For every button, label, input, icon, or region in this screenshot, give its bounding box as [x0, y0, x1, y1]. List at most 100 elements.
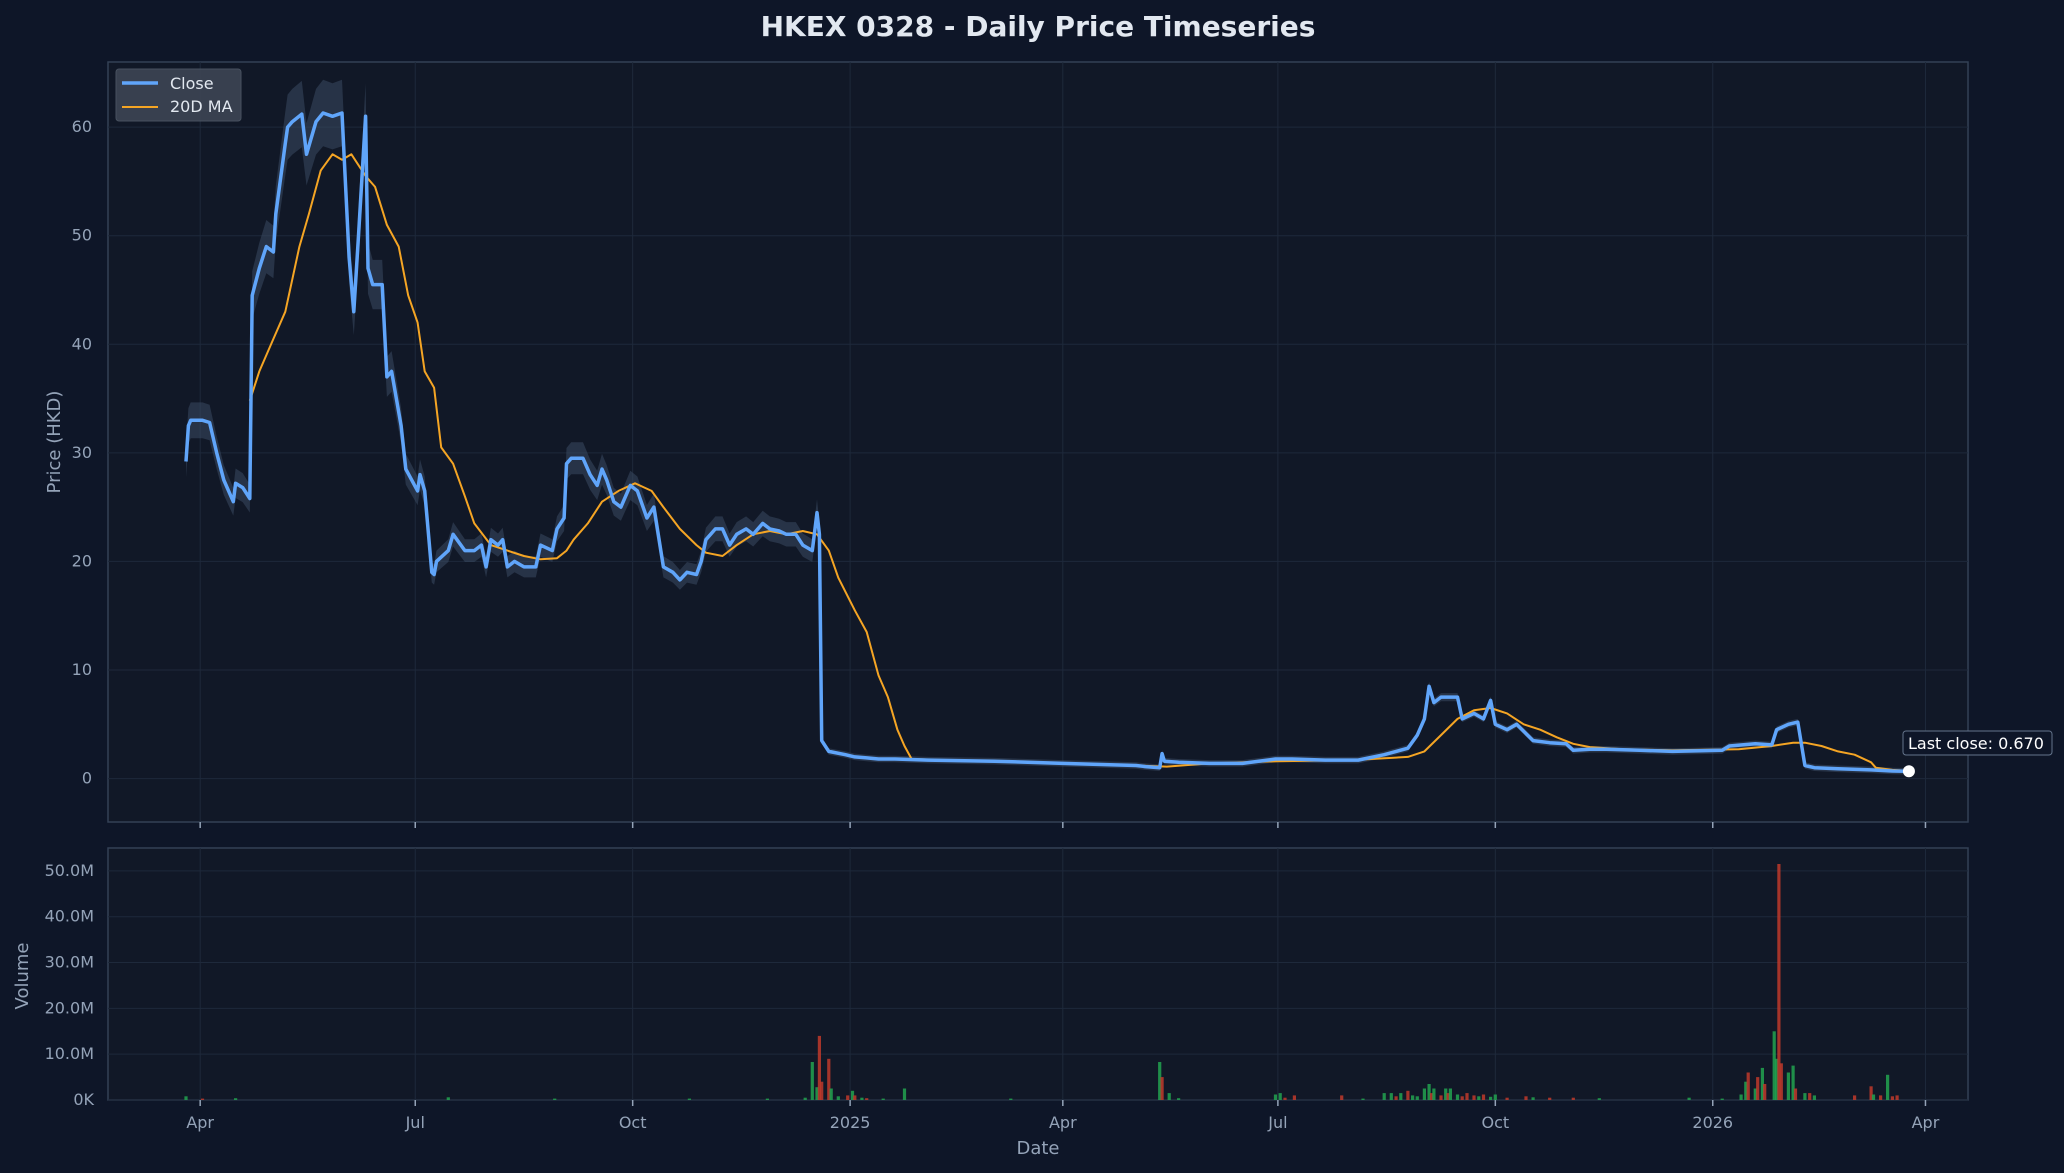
x-tick-label: 2026 — [1692, 1113, 1733, 1132]
volume-bar — [1775, 1058, 1779, 1100]
volume-bar — [1160, 1077, 1164, 1100]
price-y-tick-label: 20 — [72, 551, 92, 570]
price-panel: Last close: 0.670 0 10 20 30 40 50 60 Price (H… — [44, 61, 2053, 828]
volume-bar — [902, 1088, 907, 1100]
legend-ma-label: 20D MA — [170, 97, 233, 116]
volume-bar — [1455, 1094, 1460, 1100]
last-close-annotation: Last close: 0.670 — [1902, 730, 2053, 756]
close-price-line — [184, 111, 1909, 774]
volume-bar — [1394, 1096, 1398, 1100]
volume-bar — [1481, 1094, 1486, 1100]
volume-bar — [1779, 1063, 1783, 1100]
volume-bar — [1505, 1097, 1509, 1100]
volume-bar — [1465, 1093, 1469, 1100]
volume-y-tick-label: 50.0M — [45, 861, 94, 880]
volume-bar — [1427, 1084, 1431, 1100]
volume-y-tick-label: 0K — [73, 1090, 94, 1109]
volume-bar — [1439, 1095, 1443, 1100]
volume-bar — [1763, 1084, 1767, 1100]
volume-bar — [1167, 1093, 1171, 1100]
volume-y-tick-label: 10.0M — [45, 1044, 94, 1063]
volume-y-tick-label: 40.0M — [45, 907, 94, 926]
volume-bar — [1273, 1094, 1278, 1100]
volume-bar — [1292, 1095, 1296, 1100]
volume-bar — [1803, 1093, 1807, 1100]
volume-bar — [1422, 1088, 1426, 1100]
volume-bar — [1772, 1031, 1776, 1100]
volume-y-ticks: 0K 10.0M 20.0M 30.0M 40.0M 50.0M — [45, 861, 95, 1109]
volume-panel: 0K 10.0M 20.0M 30.0M 40.0M 50.0M Apr Jul Oct 202… — [12, 847, 1969, 1159]
volume-bar — [1687, 1097, 1691, 1100]
volume-plot-area — [107, 847, 1969, 1101]
price-y-axis-label: Price (HKD) — [44, 391, 65, 494]
volume-bar — [553, 1098, 557, 1100]
x-tick-label: Oct — [1481, 1113, 1509, 1132]
x-tick-label: Apr — [1049, 1113, 1077, 1132]
volume-bar — [860, 1097, 864, 1100]
volume-bar — [1791, 1065, 1795, 1100]
volume-bar — [1744, 1081, 1748, 1100]
volume-bar — [765, 1098, 769, 1100]
volume-bar — [1756, 1077, 1760, 1100]
volume-bar — [446, 1097, 450, 1100]
volume-bar — [687, 1098, 691, 1100]
volume-bar — [200, 1098, 205, 1100]
volume-bar — [1890, 1096, 1894, 1100]
volume-bar — [1597, 1098, 1601, 1100]
volume-bars — [184, 864, 1899, 1100]
chart-title: HKEX 0328 - Daily Price Timeseries — [761, 10, 1316, 43]
last-close-marker — [1902, 765, 1915, 778]
legend: Close 20D MA — [115, 68, 242, 122]
volume-bar — [1786, 1072, 1790, 1100]
volume-bar — [1853, 1095, 1857, 1100]
volume-bar — [1009, 1098, 1013, 1100]
ma-20d-line — [248, 153, 1909, 772]
volume-y-tick-label: 20.0M — [45, 998, 94, 1017]
volume-bar — [1760, 1067, 1764, 1100]
volume-bar — [1753, 1088, 1757, 1100]
volume-bar — [1477, 1096, 1481, 1100]
volume-bar — [1548, 1097, 1552, 1100]
price-y-tick-label: 30 — [72, 443, 92, 462]
volume-bar — [1571, 1097, 1575, 1100]
volume-bar — [829, 1088, 833, 1100]
volume-bar — [1278, 1093, 1282, 1100]
volume-bar — [1895, 1095, 1899, 1100]
volume-bar — [803, 1097, 807, 1100]
volume-bar — [1448, 1088, 1452, 1100]
volume-bar — [820, 1081, 824, 1100]
legend-close-label: Close — [170, 74, 214, 93]
price-y-tick-label: 0 — [82, 769, 92, 788]
volume-bar — [1399, 1093, 1403, 1100]
volume-bar — [815, 1087, 819, 1100]
x-tick-label: Oct — [619, 1113, 647, 1132]
volume-bar — [836, 1096, 840, 1100]
volume-bar — [853, 1095, 857, 1100]
volume-bar — [1531, 1097, 1535, 1100]
volume-bar — [1361, 1098, 1365, 1100]
volume-bar — [234, 1098, 238, 1100]
volume-bar — [810, 1062, 814, 1100]
volume-bar — [1382, 1093, 1386, 1100]
volume-x-ticks: Apr Jul Oct 2025 Apr Jul Oct 2026 Apr — [186, 1100, 1940, 1132]
x-axis-label: Date — [1016, 1138, 1059, 1159]
volume-bar — [1777, 864, 1781, 1100]
volume-bar — [881, 1098, 885, 1100]
volume-bar — [1493, 1094, 1497, 1100]
volume-bar — [1389, 1093, 1393, 1100]
volume-bar — [1415, 1096, 1419, 1100]
volume-y-axis-label: Volume — [12, 943, 33, 1010]
volume-bar — [1886, 1074, 1890, 1100]
x-tick-label: 2025 — [830, 1113, 871, 1132]
volume-bar — [1446, 1093, 1450, 1100]
volume-bar — [1879, 1095, 1883, 1100]
last-close-label: Last close: 0.670 — [1908, 734, 2044, 753]
volume-bar — [1177, 1098, 1181, 1100]
volume-bar — [850, 1090, 855, 1100]
volume-bar — [1158, 1062, 1162, 1100]
volume-bar — [1793, 1088, 1798, 1100]
volume-bar — [1524, 1096, 1528, 1100]
volume-grid — [108, 848, 1968, 1101]
volume-bar — [1489, 1096, 1493, 1100]
